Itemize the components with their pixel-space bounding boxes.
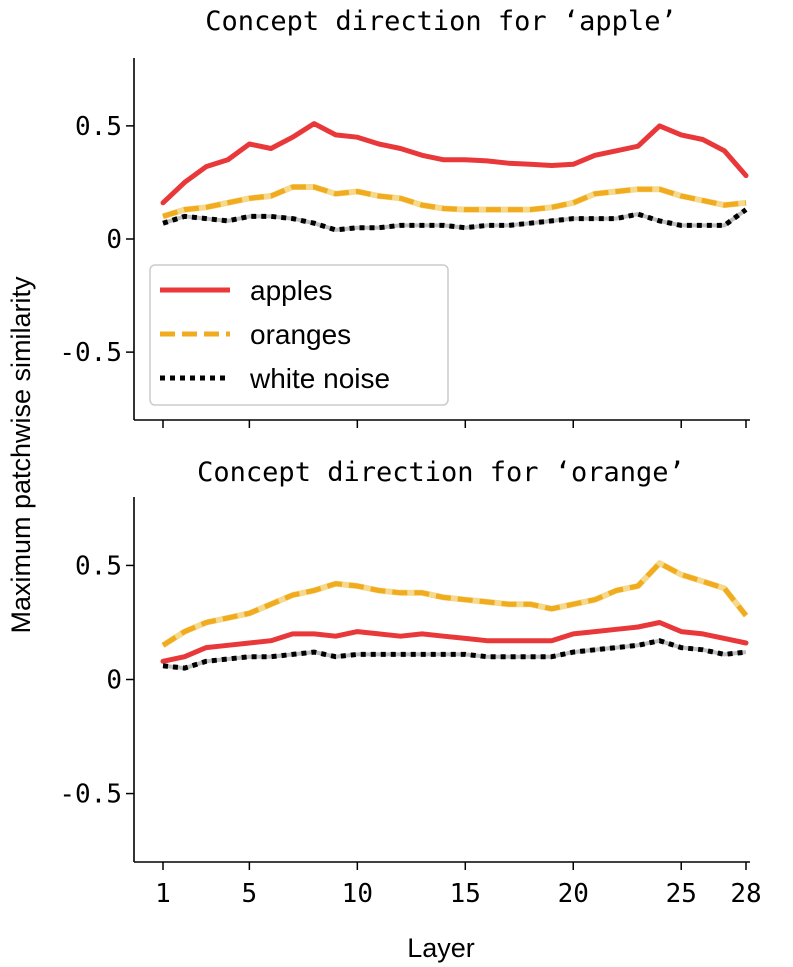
y-tick-label: 0 <box>106 225 122 255</box>
legend-apples-label: apples <box>250 275 333 306</box>
series-white-noise-line <box>162 207 748 233</box>
series-oranges-halo <box>162 184 747 220</box>
legend: apples oranges white noise <box>149 264 449 406</box>
legend-oranges-label: oranges <box>250 319 351 350</box>
chart-panel-apple: Concept direction for ‘apple’ 0.5 0 -0.5 app… <box>59 6 750 428</box>
legend-white-noise-label: white noise <box>249 363 390 394</box>
x-axis-label: Layer <box>407 933 475 963</box>
x-tick-label: 5 <box>242 879 258 909</box>
series-oranges-halo <box>161 560 749 648</box>
x-tick-label: 1 <box>155 879 171 909</box>
y-tick-label: 0.5 <box>75 551 122 581</box>
legend-box <box>149 264 449 406</box>
series-oranges-line <box>161 560 748 648</box>
y-tick-label: -0.5 <box>59 338 122 368</box>
series-white-noise-line <box>162 638 747 671</box>
y-tick-label: 0.5 <box>75 112 122 142</box>
y-tick-label: -0.5 <box>59 780 122 810</box>
series-apples-line <box>160 121 749 206</box>
x-tick-label: 20 <box>558 879 589 909</box>
x-tick-label: 28 <box>730 879 761 909</box>
series-oranges-line <box>162 184 747 219</box>
y-axis-label: Maximum patchwise similarity <box>6 276 36 634</box>
chart-panel-orange: Concept direction for ‘orange’0.50-0.51 5… <box>59 457 761 909</box>
x-tick-label: 15 <box>450 879 481 909</box>
chart-title: Concept direction for ‘orange’ <box>197 457 685 488</box>
series-apples-line <box>160 620 749 664</box>
x-tick-label: 10 <box>342 879 373 909</box>
x-tick-label: 25 <box>666 879 697 909</box>
chart-title: Concept direction for ‘apple’ <box>205 6 676 37</box>
y-tick-label: 0 <box>106 666 122 696</box>
